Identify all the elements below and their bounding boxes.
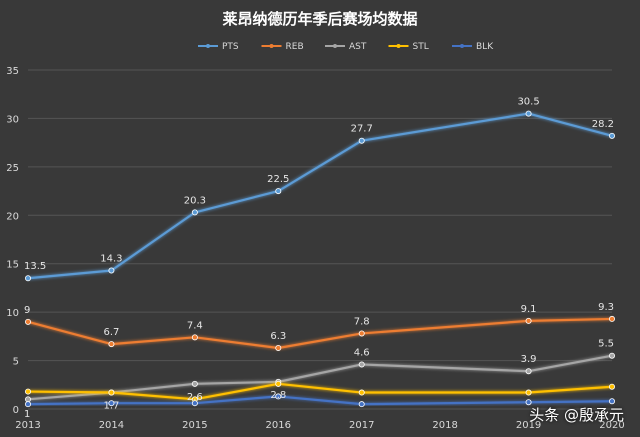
data-point bbox=[358, 389, 365, 396]
data-point bbox=[24, 396, 31, 403]
legend-item: BLK bbox=[452, 42, 494, 52]
data-label: 28.2 bbox=[592, 119, 614, 130]
series-reb bbox=[24, 315, 616, 351]
data-point bbox=[191, 400, 198, 407]
x-tick-label: 2016 bbox=[266, 420, 291, 431]
data-point bbox=[24, 275, 31, 282]
data-label: 2.8 bbox=[270, 390, 286, 401]
legend-marker bbox=[396, 44, 401, 48]
data-label: 7.4 bbox=[187, 320, 203, 331]
data-label: 2.6 bbox=[187, 392, 203, 403]
data-label: 5.5 bbox=[598, 339, 614, 350]
data-point bbox=[609, 352, 616, 359]
y-tick-label: 35 bbox=[6, 66, 19, 77]
data-point bbox=[108, 341, 115, 348]
data-point bbox=[275, 380, 282, 387]
data-point bbox=[525, 110, 532, 117]
data-point bbox=[525, 399, 532, 406]
series-group bbox=[24, 110, 616, 408]
legend-label: PTS bbox=[222, 42, 239, 52]
chart-title: 莱昂纳德历年季后赛场均数据 bbox=[222, 10, 417, 28]
data-label: 7.8 bbox=[354, 316, 370, 327]
data-point bbox=[275, 393, 282, 400]
data-point bbox=[24, 318, 31, 325]
series-blk bbox=[24, 393, 616, 408]
data-label: 6.3 bbox=[270, 331, 286, 342]
legend-item: PTS bbox=[198, 42, 239, 52]
data-point bbox=[609, 132, 616, 139]
legend-item: REB bbox=[261, 42, 304, 52]
legend-item: AST bbox=[325, 42, 367, 52]
data-point bbox=[191, 209, 198, 216]
data-label: 9 bbox=[24, 305, 30, 316]
series-pts bbox=[24, 110, 616, 282]
data-point bbox=[275, 344, 282, 351]
data-point bbox=[609, 398, 616, 405]
data-label: 1.7 bbox=[103, 401, 119, 412]
x-tick-label: 2015 bbox=[182, 420, 207, 431]
watermark: 头条 @殷承元 bbox=[529, 406, 624, 424]
data-label: 20.3 bbox=[184, 195, 206, 206]
data-point bbox=[358, 401, 365, 408]
data-point bbox=[525, 389, 532, 396]
gridlines bbox=[28, 69, 612, 410]
data-point bbox=[525, 317, 532, 324]
x-tick-label: 2020 bbox=[599, 420, 624, 431]
data-point bbox=[24, 388, 31, 395]
y-tick-label: 20 bbox=[6, 211, 19, 222]
data-point bbox=[525, 368, 532, 375]
data-point bbox=[108, 389, 115, 396]
y-tick-label: 10 bbox=[6, 308, 19, 319]
x-tick-label: 2014 bbox=[99, 420, 124, 431]
legend-marker bbox=[333, 44, 337, 48]
data-label: 3.9 bbox=[521, 354, 537, 365]
data-point bbox=[108, 400, 115, 407]
data-point bbox=[108, 267, 115, 274]
data-label: 4.6 bbox=[354, 347, 370, 358]
data-label: 27.7 bbox=[351, 124, 373, 135]
data-label: 9.1 bbox=[521, 304, 537, 315]
x-axis: 2013 2014 2015 2016 2017 2018 2019 2020 bbox=[15, 420, 624, 431]
data-point bbox=[24, 401, 31, 408]
legend-label: AST bbox=[349, 42, 367, 52]
data-point bbox=[609, 383, 616, 390]
y-tick-label: 0 bbox=[13, 405, 19, 416]
legend-marker bbox=[206, 44, 210, 48]
y-tick-label: 30 bbox=[6, 114, 19, 125]
legend: PTS REB AST STL BLK bbox=[198, 42, 494, 52]
data-point bbox=[358, 361, 365, 368]
legend-label: STL bbox=[413, 42, 429, 52]
data-point bbox=[275, 188, 282, 195]
data-label: 6.7 bbox=[103, 327, 119, 338]
legend-marker bbox=[460, 44, 464, 48]
series-stl bbox=[24, 380, 616, 403]
legend-item: STL bbox=[388, 42, 429, 52]
data-point bbox=[358, 137, 365, 144]
x-tick-label: 2013 bbox=[15, 420, 40, 431]
legend-marker bbox=[269, 44, 274, 48]
data-label: 30.5 bbox=[517, 97, 539, 108]
data-point bbox=[358, 330, 365, 337]
x-tick-label: 2017 bbox=[349, 420, 374, 431]
data-point bbox=[191, 380, 198, 387]
data-label: 9.3 bbox=[598, 302, 614, 313]
y-axis: 0 5 10 15 20 25 30 35 bbox=[6, 66, 19, 416]
data-label: 1 bbox=[24, 409, 30, 420]
data-label: 13.5 bbox=[24, 261, 46, 272]
data-label: 14.3 bbox=[100, 253, 122, 264]
data-point bbox=[191, 334, 198, 341]
data-point bbox=[609, 315, 616, 322]
data-labels: 13.5 14.3 20.3 22.5 27.7 30.5 28.2 9 6.7 7.4 6.3 7.… bbox=[24, 97, 614, 420]
x-tick-label: 2018 bbox=[432, 420, 457, 431]
y-tick-label: 25 bbox=[6, 163, 19, 174]
legend-label: REB bbox=[286, 42, 304, 52]
x-tick-label: 2019 bbox=[516, 420, 541, 431]
legend-label: BLK bbox=[476, 42, 494, 52]
y-tick-label: 5 bbox=[13, 357, 19, 368]
y-tick-label: 15 bbox=[6, 260, 19, 271]
data-label: 22.5 bbox=[267, 174, 289, 185]
